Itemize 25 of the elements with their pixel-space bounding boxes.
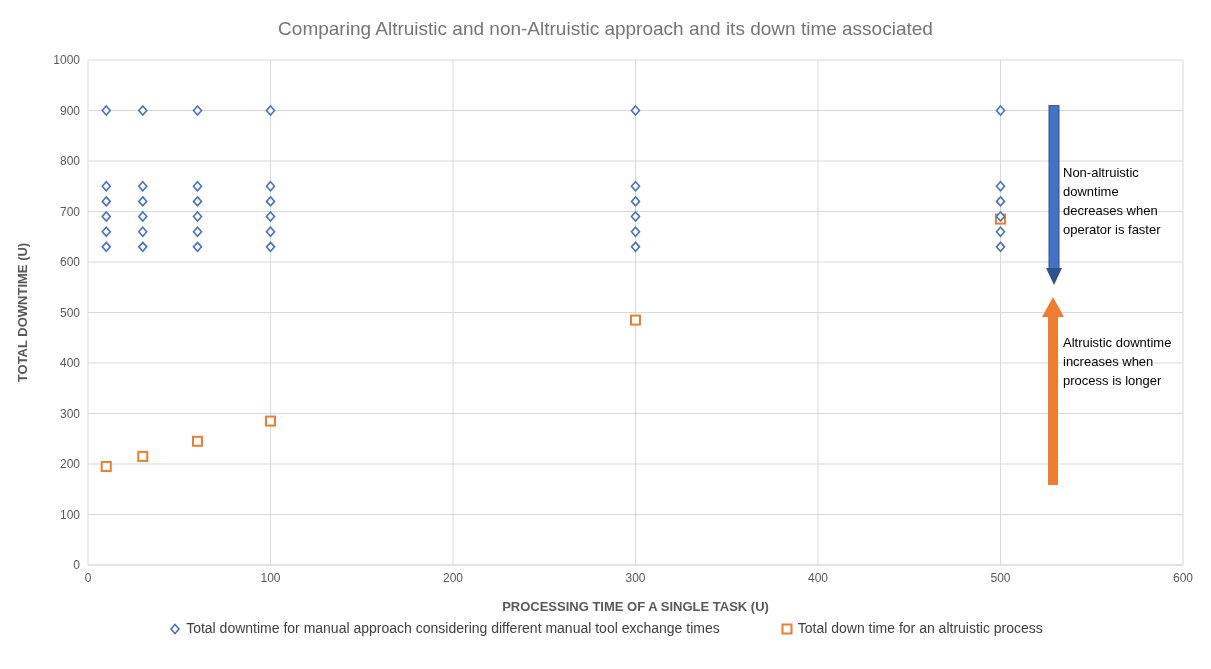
y-tick-label: 200 bbox=[59, 457, 81, 472]
annotation: Non-altruistic downtime decreases when operator is faster bbox=[1063, 164, 1162, 239]
y-tick-label: 600 bbox=[59, 255, 81, 270]
x-tick-label: 0 bbox=[84, 570, 92, 585]
annotation: Altruistic downtime increases when process is longer bbox=[1063, 334, 1173, 390]
x-tick-label: 100 bbox=[260, 570, 281, 585]
y-tick-label: 300 bbox=[59, 406, 81, 421]
y-tick-label: 500 bbox=[59, 305, 81, 320]
legend-label: Total down time for an altruistic process bbox=[796, 620, 1043, 637]
y-tick-label: 400 bbox=[59, 356, 81, 371]
x-tick-label: 200 bbox=[442, 570, 464, 585]
y-axis-title: TOTAL DOWNTIME (U) bbox=[14, 242, 30, 383]
y-tick-label: 1000 bbox=[53, 53, 81, 68]
chart-title: Comparing Altruistic and non-Altruistic approach and its down time associated bbox=[277, 18, 934, 40]
x-tick-label: 300 bbox=[625, 570, 646, 585]
legend-label: Total downtime for manual approach considering different manual tool exchange times bbox=[185, 620, 720, 637]
x-tick-label: 600 bbox=[1172, 570, 1194, 585]
y-tick-label: 0 bbox=[73, 558, 81, 573]
x-tick-label: 400 bbox=[807, 570, 829, 585]
y-tick-label: 700 bbox=[59, 204, 81, 219]
x-axis-title: PROCESSING TIME OF A SINGLE TASK (U) bbox=[502, 599, 769, 614]
y-tick-label: 900 bbox=[59, 103, 81, 118]
y-tick-label: 100 bbox=[59, 507, 81, 522]
y-tick-label: 800 bbox=[59, 154, 81, 169]
x-tick-label: 500 bbox=[990, 570, 1011, 585]
